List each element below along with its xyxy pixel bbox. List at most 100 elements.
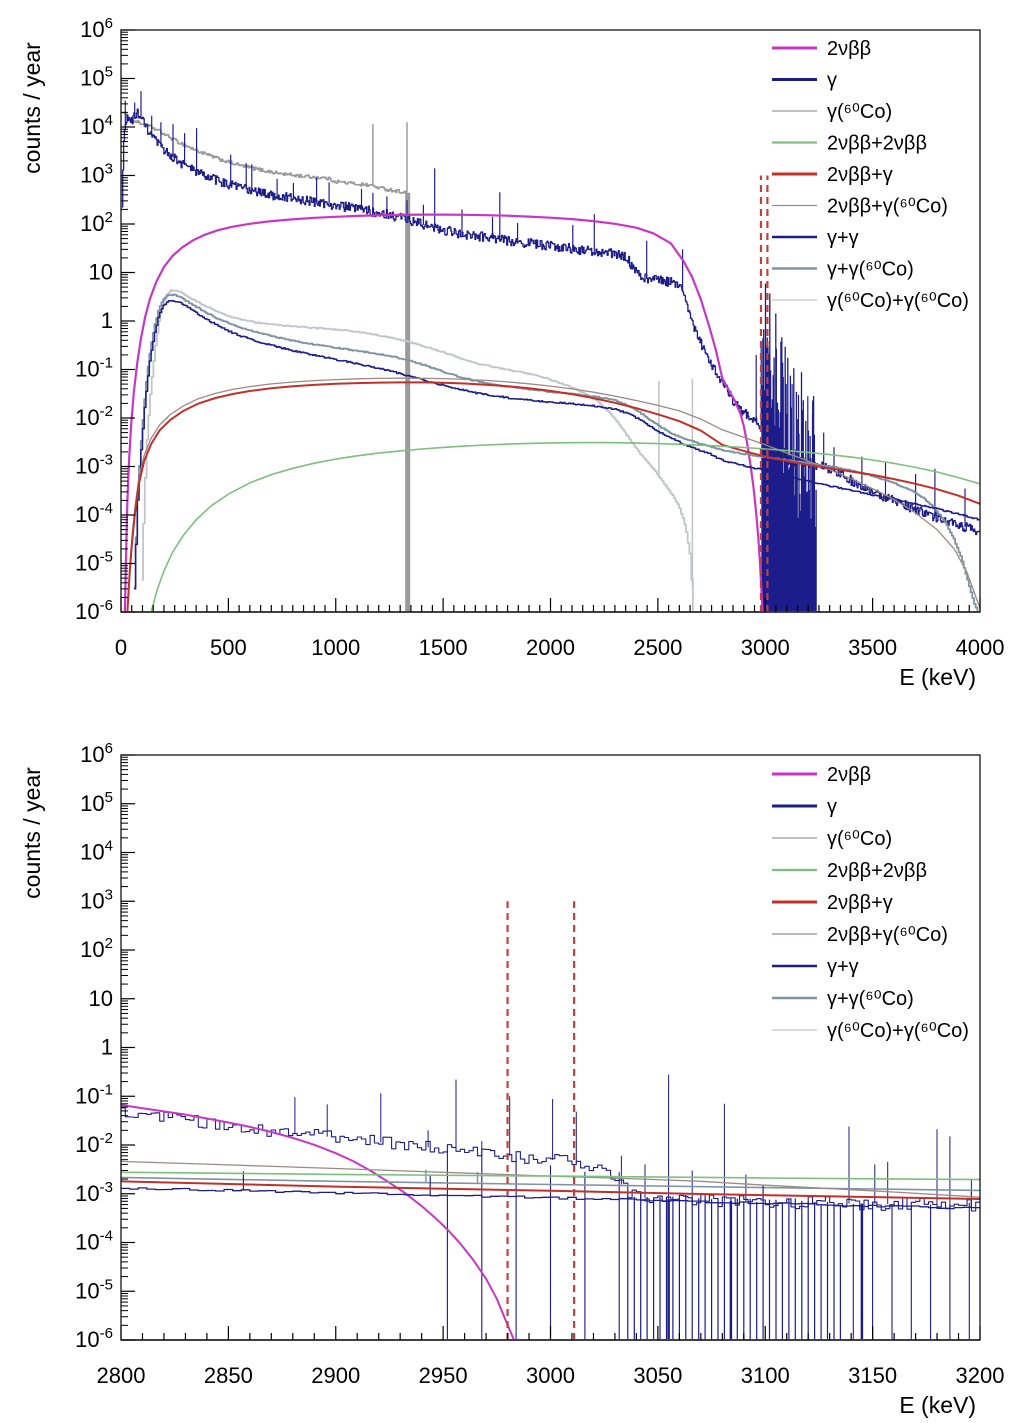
- legend-entry-2vbb: 2νββ: [772, 38, 871, 60]
- y-tick-label: 10-6: [75, 597, 113, 624]
- legend-label-2vbb: 2νββ: [827, 38, 871, 60]
- x-axis-title: E (keV): [899, 664, 976, 690]
- legend-entry-gamma-gamma-co60: γ+γ(⁶⁰Co): [772, 988, 914, 1010]
- series-2vbb-2vbb: [150, 441, 980, 612]
- legend-entry-gamma-gamma-co60: γ+γ(⁶⁰Co): [772, 259, 914, 281]
- y-tick-label: 103: [80, 886, 113, 913]
- y-tick-label: 10-5: [75, 1276, 113, 1303]
- x-axis: 0 500 1000 1500 2000 2500 3000 3500 4000 E (keV): [115, 598, 1005, 690]
- legend-entry-gamma-co60: γ(⁶⁰Co): [772, 101, 892, 123]
- y-tick-label: 10-4: [75, 500, 113, 527]
- x-axis-title: E (keV): [899, 1392, 976, 1418]
- legend-entry-2vbb-gamma: 2νββ+γ: [772, 164, 893, 186]
- y-tick-label: 10-1: [75, 1081, 113, 1108]
- series-2vbb-gamma-co60: [126, 377, 980, 612]
- y-tick-label: 10-3: [75, 452, 113, 479]
- legend-label-gamma-co60-gamma-co60: γ(⁶⁰Co)+γ(⁶⁰Co): [827, 1020, 969, 1042]
- x-tick-label: 2850: [204, 1363, 253, 1388]
- series-gamma-co60-gamma-co60-peaks: [658, 378, 694, 588]
- y-tick-label: 1: [101, 1035, 113, 1060]
- legend-label-gamma-gamma: γ+γ: [827, 227, 859, 249]
- legend-label-2vbb-gamma-co60: 2νββ+γ(⁶⁰Co): [827, 924, 948, 946]
- legend-entry-2vbb-gamma-co60: 2νββ+γ(⁶⁰Co): [772, 196, 948, 218]
- plot-area: [121, 91, 980, 612]
- legend-label-gamma: γ: [827, 70, 837, 92]
- y-tick-label: 10-6: [75, 1325, 113, 1352]
- legend-entry-gamma-co60-gamma-co60: γ(⁶⁰Co)+γ(⁶⁰Co): [772, 290, 969, 312]
- series-2vbb-gamma: [121, 1180, 980, 1200]
- legend-entry-gamma-gamma: γ+γ: [772, 227, 859, 249]
- y-tick-label: 102: [80, 935, 113, 962]
- legend: 2νββ γ γ(⁶⁰Co) 2νββ+2νββ 2νββ+γ 2νββ+γ(⁶⁰Co) γ…: [772, 764, 969, 1042]
- series-gamma-forest-0: [446, 1150, 620, 1340]
- series-2vbb-2vbb: [121, 1171, 980, 1181]
- series-gamma-gamma-peaks: [242, 1171, 972, 1209]
- x-tick-label: 3050: [633, 1363, 682, 1388]
- y-axis-title: counts / year: [19, 42, 45, 174]
- legend-entry-2vbb-2vbb: 2νββ+2νββ: [772, 860, 927, 882]
- y-tick-label: 10-2: [75, 403, 113, 430]
- x-tick-label: 4000: [956, 635, 1005, 660]
- legend-label-2vbb-2vbb: 2νββ+2νββ: [827, 860, 927, 882]
- series-gamma-co60-peaks: [372, 122, 408, 193]
- x-tick-label: 3150: [848, 1363, 897, 1388]
- legend-entry-2vbb: 2νββ: [772, 764, 871, 786]
- x-tick-label: 3200: [956, 1363, 1005, 1388]
- x-tick-label: 3000: [526, 1363, 575, 1388]
- x-tick-label: 500: [210, 635, 247, 660]
- series-gamma-forest-1: [627, 1193, 841, 1340]
- series-2vbb: [121, 1104, 515, 1340]
- x-tick-label: 1000: [311, 635, 360, 660]
- y-tick-label: 102: [80, 209, 113, 236]
- x-axis: 2800 2850 2900 2950 3000 3050 3100 3150 3200 E (k…: [97, 1326, 1005, 1418]
- series-2vbb-gamma-co60: [121, 1160, 980, 1198]
- y-tick-label: 1: [101, 308, 113, 333]
- x-tick-label: 2500: [633, 635, 682, 660]
- x-tick-label: 2800: [97, 1363, 146, 1388]
- legend-label-gamma-gamma: γ+γ: [827, 956, 859, 978]
- legend-entry-2vbb-gamma-co60: 2νββ+γ(⁶⁰Co): [772, 924, 948, 946]
- legend-entry-2vbb-2vbb: 2νββ+2νββ: [772, 133, 927, 155]
- legend-entry-2vbb-gamma: 2νββ+γ: [772, 892, 893, 914]
- series-gamma-gamma: [133, 299, 980, 590]
- series-2vbb-gamma: [126, 381, 980, 612]
- x-tick-label: 0: [115, 635, 127, 660]
- x-tick-label: 3000: [741, 635, 790, 660]
- y-tick-label: 104: [80, 838, 113, 865]
- legend-label-2vbb-gamma: 2νββ+γ: [827, 892, 893, 914]
- y-tick-label: 10-3: [75, 1179, 113, 1206]
- legend-label-2vbb-gamma-co60: 2νββ+γ(⁶⁰Co): [827, 196, 948, 218]
- roi-spectrum-chart: 2800 2850 2900 2950 3000 3050 3100 3150 3200 E (k…: [19, 740, 1005, 1418]
- y-axis: 10-6 10-5 10-4 10-3 10-2 10-1 1 10 102 103 104 105 1…: [19, 740, 135, 1352]
- legend-label-gamma-co60: γ(⁶⁰Co): [827, 828, 892, 850]
- x-tick-label: 2950: [419, 1363, 468, 1388]
- y-tick-label: 106: [80, 15, 113, 42]
- legend-entry-gamma-co60-gamma-co60: γ(⁶⁰Co)+γ(⁶⁰Co): [772, 1020, 969, 1042]
- legend-entry-gamma-co60: γ(⁶⁰Co): [772, 828, 892, 850]
- legend-label-gamma: γ: [827, 796, 837, 818]
- y-tick-label: 10-5: [75, 549, 113, 576]
- y-tick-label: 105: [80, 789, 113, 816]
- legend-label-2vbb: 2νββ: [827, 764, 871, 786]
- series-gamma-forest-2: [852, 1202, 970, 1340]
- legend-entry-gamma: γ: [772, 796, 837, 818]
- x-tick-label: 2000: [526, 635, 575, 660]
- legend-label-2vbb-gamma: 2νββ+γ: [827, 164, 893, 186]
- y-tick-label: 10-4: [75, 1228, 113, 1255]
- y-tick-label: 103: [80, 161, 113, 188]
- full-spectrum-chart: 0 500 1000 1500 2000 2500 3000 3500 4000 E (keV) 1…: [19, 15, 1005, 690]
- y-tick-label: 10-2: [75, 1130, 113, 1157]
- y-tick-label: 10-1: [75, 355, 113, 382]
- series-gamma-co60-gamma-co60: [141, 289, 694, 612]
- legend-label-2vbb-2vbb: 2νββ+2νββ: [827, 133, 927, 155]
- x-tick-label: 2900: [311, 1363, 360, 1388]
- legend-entry-gamma: γ: [772, 70, 837, 92]
- legend-label-gamma-gamma-co60: γ+γ(⁶⁰Co): [827, 259, 914, 281]
- y-tick-label: 104: [80, 112, 113, 139]
- series-gamma-co60: [122, 111, 407, 194]
- y-tick-label: 106: [80, 740, 113, 767]
- x-tick-label: 1500: [419, 635, 468, 660]
- x-tick-label: 3100: [741, 1363, 790, 1388]
- legend: 2νββ γ γ(⁶⁰Co) 2νββ+2νββ 2νββ+γ 2νββ+γ(⁶⁰Co) γ…: [772, 38, 969, 312]
